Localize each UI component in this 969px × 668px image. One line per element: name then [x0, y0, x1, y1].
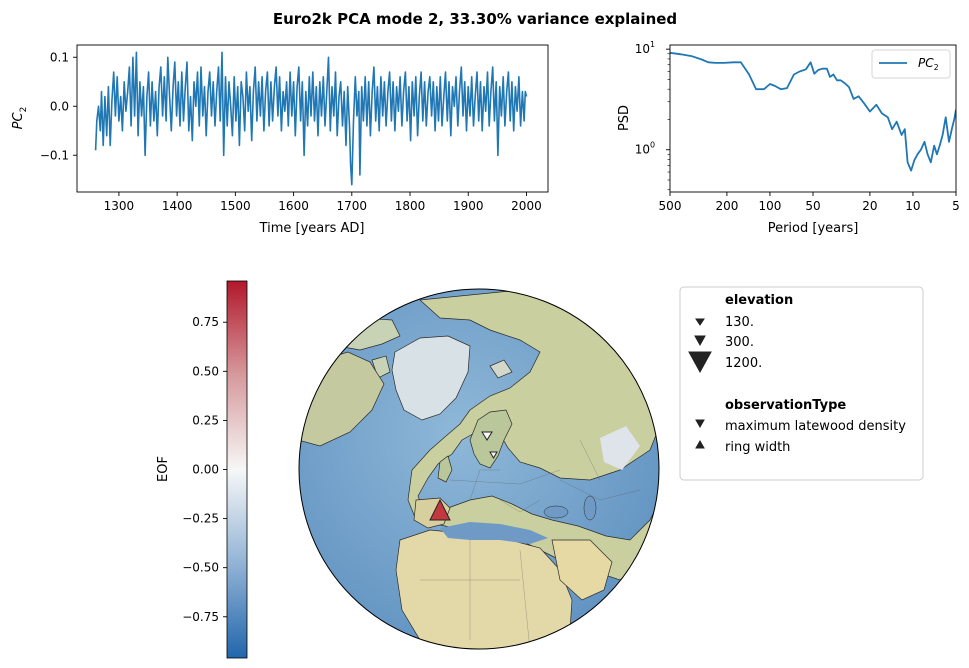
legend-marker-300 [694, 335, 706, 347]
psd-ticks: 500 200 100 50 20 10 510 010 1 [635, 40, 960, 213]
colorbar-tick-label: −0.50 [182, 561, 219, 575]
psd-xtick-label: 10 [905, 199, 920, 213]
pc-xtick-label: 1600 [278, 199, 309, 213]
pc-timeseries-panel: 1300 1400 1500 1600 1700 1800 1900 2000 −0.1 0.0 0… [11, 44, 549, 236]
marker-legend: elevation 130. 300. 1200. observationTyp… [679, 286, 924, 481]
colorbar-ticks: −0.75 −0.50 −0.25 0.00 0.25 0.50 0.75 [182, 315, 227, 624]
pc-xtick-label: 1400 [162, 199, 193, 213]
site-marker-scandinavia-north [481, 431, 493, 441]
pc-ytick-label: 0.1 [50, 50, 69, 64]
psd-ylabel: PSD [617, 105, 632, 131]
psd-xtick-label: 5 [952, 199, 960, 213]
pc-xtick-label: 1900 [453, 199, 484, 213]
pc-timeseries-ylabel: PC2 [11, 107, 29, 130]
psd-panel: 500 200 100 50 20 10 510 010 1 Period [years] PS… [617, 40, 960, 236]
site-marker-scandinavia-south [489, 451, 498, 459]
legend-label-300: 300. [725, 335, 754, 350]
legend-label-130: 130. [725, 315, 754, 330]
legend-label-ring-width: ring width [725, 440, 790, 455]
mediterranean-sea [440, 522, 548, 544]
pc-timeseries-line [94, 51, 528, 186]
psd-xtick-label: 20 [862, 199, 877, 213]
psd-xtick-label: 100 [758, 199, 781, 213]
eof-colorbar: −0.75 −0.50 −0.25 0.00 0.25 0.50 0.75 EOF [156, 280, 248, 659]
colorbar-tick-label: 0.75 [192, 315, 219, 329]
colorbar-tick-label: 0.50 [192, 364, 219, 378]
colorbar-label: EOF [156, 456, 171, 482]
pc-timeseries-xlabel: Time [years AD] [259, 221, 365, 236]
legend-marker-130 [695, 318, 705, 326]
legend-marker-ring-width [695, 439, 705, 449]
arabia [551, 539, 613, 601]
legend-marker-mxd [695, 419, 705, 429]
psd-legend-label: PC2 [918, 56, 939, 72]
psd-ytick-exponent: 1 [650, 40, 655, 49]
colorbar-gradient [226, 280, 248, 659]
psd-legend: PC2 [871, 49, 951, 79]
legend-label-1200: 1200. [725, 356, 762, 371]
psd-xtick-label: 200 [715, 199, 738, 213]
greenland-landmass [391, 335, 471, 421]
pc-xtick-label: 2000 [511, 199, 542, 213]
pc-xtick-label: 1500 [220, 199, 251, 213]
scandinavia [469, 409, 513, 469]
colorbar-tick-label: 0.25 [192, 413, 219, 427]
colorbar-tick-label: 0.00 [192, 463, 219, 477]
legend-label-mxd: maximum latewood density [725, 419, 906, 434]
pc-xtick-label: 1300 [104, 199, 135, 213]
site-marker-pyrenees [429, 498, 451, 521]
psd-ytick-label: 10 [635, 143, 650, 157]
psd-ytick-label: 10 [635, 42, 650, 56]
psd-line [670, 51, 956, 172]
country-borders [420, 439, 641, 649]
pc-xtick-label: 1700 [337, 199, 368, 213]
pc-timeseries-frame [76, 44, 549, 193]
psd-xlabel: Period [years] [768, 221, 859, 236]
pc-ytick-label: −0.1 [40, 148, 69, 162]
eurasia-landmass [407, 289, 659, 581]
globe-map [298, 288, 660, 650]
pc-ytick-label: 0.0 [50, 99, 69, 113]
pc-xtick-label: 1800 [395, 199, 426, 213]
legend-section-elevation: elevation [725, 293, 793, 308]
figure-title: Euro2k PCA mode 2, 33.30% variance expla… [273, 10, 677, 28]
psd-xtick-label: 500 [659, 199, 682, 213]
psd-ytick-exponent: 0 [650, 141, 655, 150]
psd-frame [669, 44, 957, 193]
colorbar-tick-label: −0.25 [182, 512, 219, 526]
psd-xtick-label: 50 [805, 199, 820, 213]
legend-section-observation-type: observationType [725, 398, 846, 413]
colorbar-tick-label: −0.75 [182, 610, 219, 624]
legend-marker-1200 [688, 351, 712, 374]
pc-timeseries-ticks: 1300 1400 1500 1600 1700 1800 1900 2000 −0.1 0.0 0… [40, 50, 542, 213]
